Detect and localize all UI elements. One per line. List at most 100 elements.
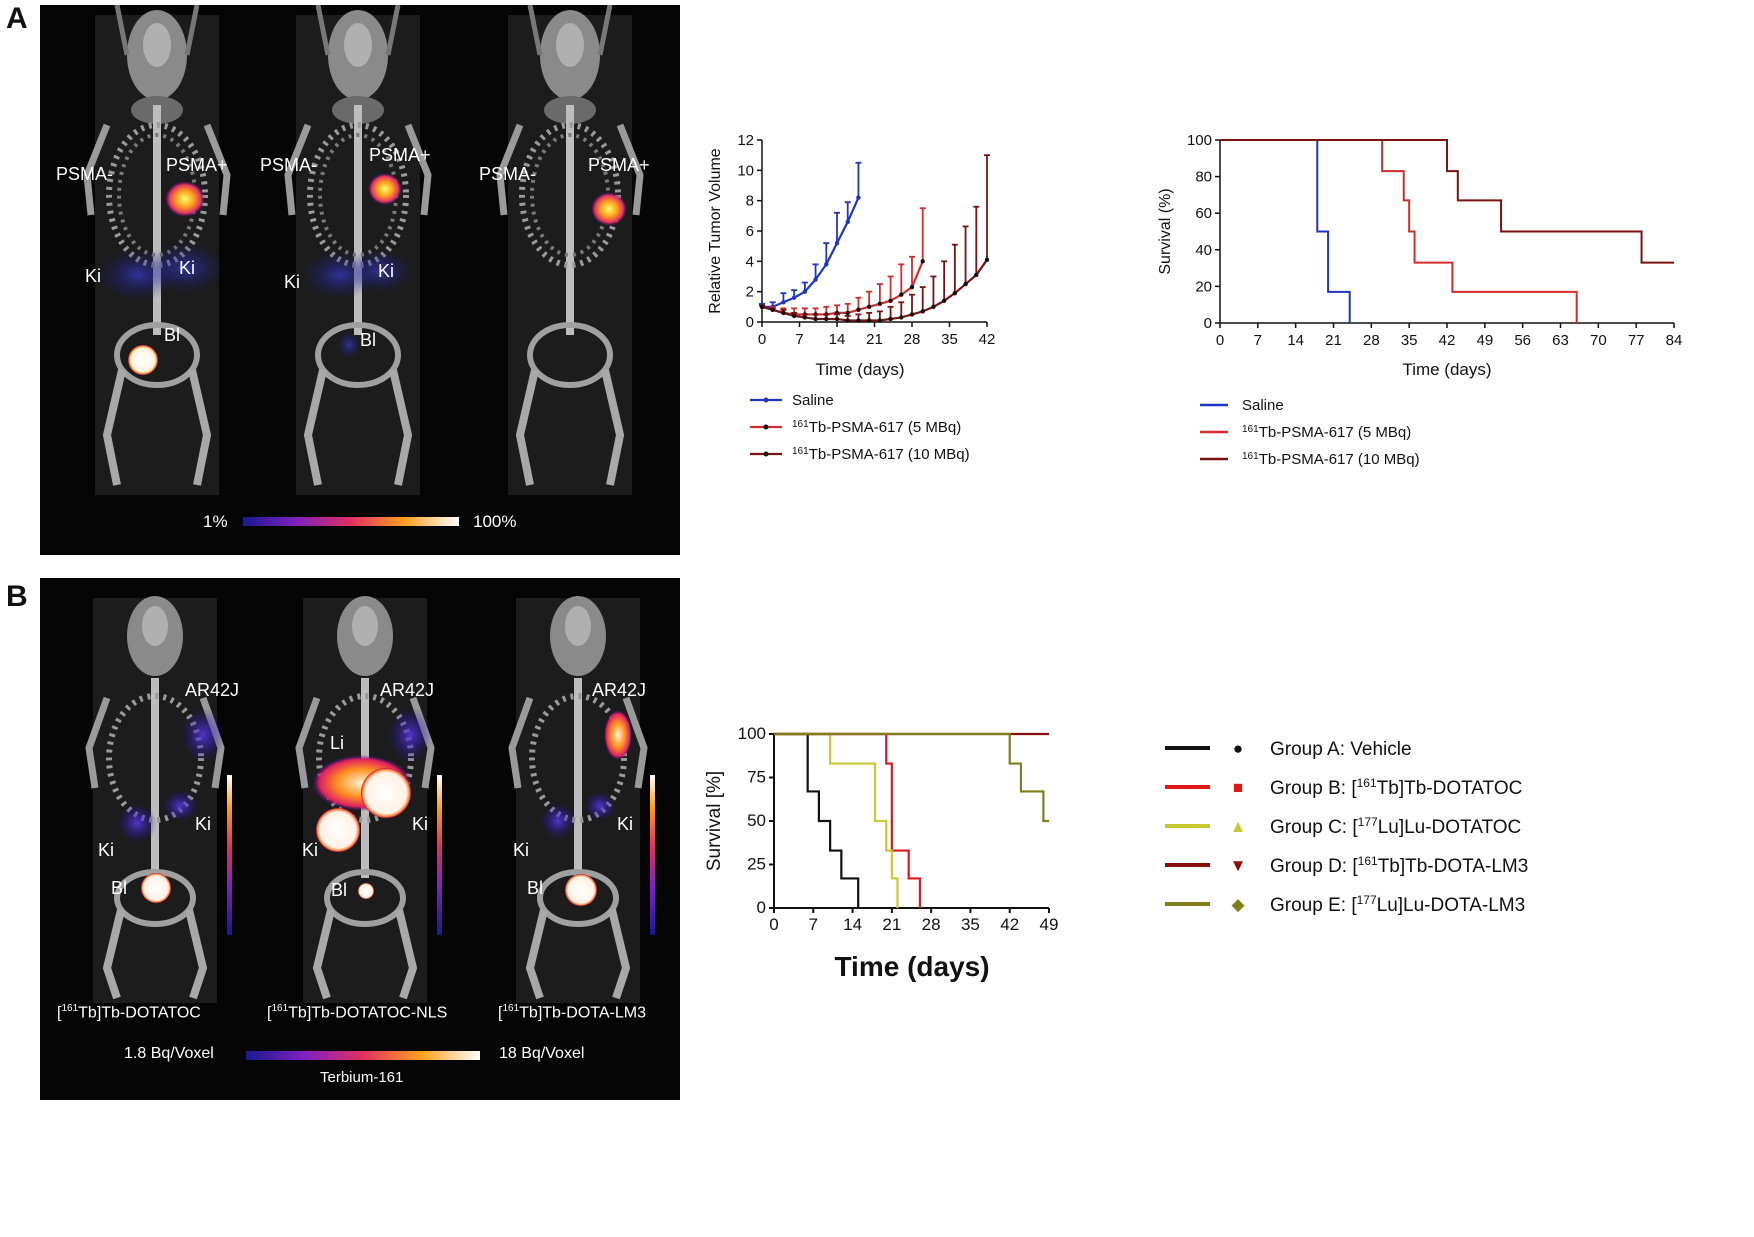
data-point	[963, 281, 968, 287]
survival-chart-b: 0 7 14 21 28 35 42 49 0 25 50 75 100 Time (days) Survi…	[704, 724, 1528, 982]
data-point	[866, 318, 872, 323]
y-tick-label: 8	[746, 193, 754, 210]
legend-label-1: 161Tb-PSMA-617 (5 MBq)	[792, 419, 961, 437]
mouse-1-label-bl: Bl	[164, 325, 181, 345]
x-tick-label: 28	[1363, 332, 1380, 349]
x-tick-label: 21	[882, 915, 901, 934]
mouse-b1-color-bar	[227, 775, 232, 935]
survival-curve-2	[774, 732, 899, 908]
mouse-b1-caption: [161Tb]Tb-DOTATOC	[57, 1003, 201, 1022]
y-tick-label: 0	[746, 314, 754, 331]
series-line-0	[762, 197, 860, 308]
data-point	[824, 316, 829, 322]
data-point	[920, 259, 925, 264]
x-tick-label: 14	[829, 331, 846, 348]
data-point	[941, 298, 947, 303]
y-tick-label: 25	[747, 855, 766, 874]
mouse-b1-label-bl: Bl	[111, 878, 128, 898]
data-point	[856, 195, 861, 200]
data-point	[866, 304, 872, 310]
x-tick-label: 77	[1628, 332, 1645, 349]
data-point	[791, 295, 797, 300]
data-point	[813, 316, 818, 322]
mouse-b1-label-ki-right: Ki	[195, 814, 212, 834]
legend-label-4: Group E: [177Lu]Lu-DOTA-LM3	[1270, 893, 1525, 916]
data-point	[909, 284, 915, 290]
panel-a-scale-min: 1%	[203, 512, 228, 531]
legend-label-0: Saline	[1242, 397, 1284, 414]
x-tick-label: 42	[1000, 915, 1019, 934]
mouse-1-label-psma-neg: PSMA-	[56, 164, 114, 184]
panel-b-scale-max: 18 Bq/Voxel	[499, 1045, 585, 1062]
data-point	[845, 310, 850, 316]
survival-curve-0	[774, 732, 860, 908]
x-tick-label: 0	[758, 331, 766, 348]
mouse-b2-label-tumor: AR42J	[380, 680, 435, 700]
mouse-b3-kidney-right	[584, 791, 616, 821]
mouse-b1-kidney-left	[117, 803, 157, 843]
data-point	[781, 310, 786, 316]
mouse-2-label-ki-right: Ki	[378, 261, 395, 281]
mouse-b1-skeleton	[89, 596, 221, 1003]
x-axis-title: Time (days)	[815, 360, 904, 379]
mouse-1-tumor-hotspot	[165, 181, 205, 217]
mouse-2-label-bl: Bl	[360, 330, 377, 350]
x-tick-label: 84	[1666, 332, 1683, 349]
mouse-b3-color-bar	[650, 775, 655, 935]
data-point	[952, 290, 958, 296]
mouse-b3-skeleton	[512, 596, 644, 1003]
y-tick-label: 6	[746, 223, 754, 240]
x-tick-label: 7	[1254, 332, 1262, 349]
mouse-b2-kidney-left	[316, 808, 360, 852]
mouse-2-label-psma-pos: PSMA+	[369, 145, 431, 165]
panel-a-scale-max: 100%	[473, 512, 517, 531]
legend-marker-0: ●	[1233, 739, 1243, 758]
mouse-b1-tumor-hotspot	[181, 708, 225, 762]
x-tick-label: 7	[795, 331, 803, 348]
mouse-b3-tumor-hotspot	[604, 710, 632, 760]
mouse-2-skeleton	[288, 5, 428, 495]
x-tick-label: 63	[1552, 332, 1569, 349]
legend-label-0: Saline	[792, 392, 834, 409]
x-tick-label: 0	[769, 915, 778, 934]
data-point	[781, 300, 786, 305]
data-point	[834, 240, 840, 246]
y-tick-label: 10	[737, 162, 754, 179]
mouse-3-tumor-hotspot	[591, 192, 627, 226]
y-tick-label: 0	[1204, 315, 1212, 332]
data-point	[834, 316, 840, 322]
data-point	[824, 262, 829, 267]
x-tick-label: 70	[1590, 332, 1607, 349]
y-tick-label: 40	[1195, 242, 1212, 259]
legend-label-0: Group A: Vehicle	[1270, 739, 1412, 760]
legend-label-2: Group C: [177Lu]Lu-DOTATOC	[1270, 815, 1521, 838]
panel-b-mouse-images	[40, 578, 655, 1060]
x-axis-title: Time (days)	[1402, 360, 1491, 379]
y-tick-label: 80	[1195, 169, 1212, 186]
x-tick-label: 42	[979, 331, 996, 348]
x-tick-label: 35	[941, 331, 958, 348]
survival-curve-4	[774, 732, 1049, 823]
data-point	[899, 292, 904, 297]
data-point	[856, 318, 861, 323]
mouse-b3-caption: [161Tb]Tb-DOTA-LM3	[498, 1003, 646, 1022]
mouse-b3-label-ki-right: Ki	[617, 814, 634, 834]
mouse-b2-bladder-hotspot	[358, 883, 374, 899]
series-line-2	[761, 259, 988, 322]
y-axis-title: Survival [%]	[704, 771, 725, 871]
mouse-2-label-psma-neg: PSMA-	[260, 155, 318, 175]
legend-marker-2: ▲	[1230, 817, 1247, 836]
x-tick-label: 35	[1401, 332, 1418, 349]
legend-label-2: 161Tb-PSMA-617 (10 MBq)	[1242, 451, 1420, 469]
panel-a-letter: A	[6, 2, 28, 35]
legend-marker-1: ■	[1233, 778, 1243, 797]
mouse-2-kidney-right	[348, 249, 412, 293]
x-tick-label: 7	[809, 915, 818, 934]
tumor-volume-chart: 0 7 14 21 28 35 42 0 2 4 6 8 10 12 Time (days) Relative…	[707, 132, 996, 463]
legend-marker-2	[763, 451, 769, 457]
data-point	[931, 304, 936, 310]
y-tick-label: 60	[1195, 205, 1212, 222]
mouse-3-label-psma-neg: PSMA-	[479, 164, 537, 184]
data-point	[791, 313, 797, 319]
data-point	[888, 298, 893, 303]
